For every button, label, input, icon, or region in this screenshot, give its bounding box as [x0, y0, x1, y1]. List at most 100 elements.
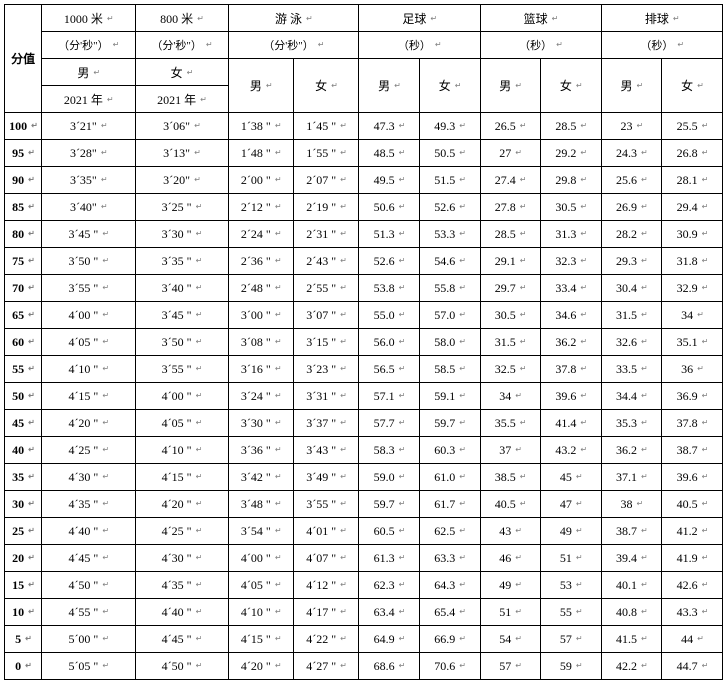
cell-bball-f: 55: [541, 599, 602, 626]
cell-swim-m: 2´24 ": [228, 221, 293, 248]
cell-bball-m: 30.5: [480, 302, 541, 329]
cell-soccer-f: 60.3: [419, 437, 480, 464]
cell-1000m: 3´45 ": [42, 221, 135, 248]
cell-swim-f: 3´23 ": [294, 356, 359, 383]
cell-soccer-m: 48.5: [359, 140, 420, 167]
cell-vball-m: 37.1: [601, 464, 662, 491]
header-swim-m: 男: [228, 59, 293, 113]
cell-swim-m: 3´54 ": [228, 518, 293, 545]
table-row: 654´00 "3´45 "3´00 "3´07 "55.057.030.534…: [5, 302, 723, 329]
cell-swim-m: 4´05 ": [228, 572, 293, 599]
cell-bball-m: 28.5: [480, 221, 541, 248]
cell-bball-f: 29.2: [541, 140, 602, 167]
cell-soccer-m: 59.7: [359, 491, 420, 518]
cell-soccer-f: 65.4: [419, 599, 480, 626]
cell-vball-f: 25.5: [662, 113, 723, 140]
cell-score: 60: [5, 329, 42, 356]
cell-800m: 4´15 ": [135, 464, 228, 491]
cell-vball-m: 40.8: [601, 599, 662, 626]
cell-swim-f: 3´55 ": [294, 491, 359, 518]
cell-bball-f: 57: [541, 626, 602, 653]
cell-vball-f: 31.8: [662, 248, 723, 275]
header-800-year: 2021 年: [135, 86, 228, 113]
table-header: 分值 1000 米 800 米 游 泳 足球 篮球 排球 （分'秒"） （分'秒…: [5, 5, 723, 113]
table-row: 753´50 "3´35 "2´36 "2´43 "52.654.629.132…: [5, 248, 723, 275]
cell-vball-m: 26.9: [601, 194, 662, 221]
table-row: 55´00 "4´45 "4´15 "4´22 "64.966.9545741.…: [5, 626, 723, 653]
cell-soccer-f: 61.7: [419, 491, 480, 518]
cell-soccer-f: 61.0: [419, 464, 480, 491]
cell-800m: 3´50 ": [135, 329, 228, 356]
cell-1000m: 3´50 ": [42, 248, 135, 275]
cell-soccer-m: 49.5: [359, 167, 420, 194]
cell-swim-m: 3´24 ": [228, 383, 293, 410]
cell-swim-m: 2´36 ": [228, 248, 293, 275]
table-row: 304´35 "4´20 "3´48 "3´55 "59.761.740.547…: [5, 491, 723, 518]
header-vball-f: 女: [662, 59, 723, 113]
scoring-table: 分值 1000 米 800 米 游 泳 足球 篮球 排球 （分'秒"） （分'秒…: [4, 4, 723, 680]
cell-soccer-f: 51.5: [419, 167, 480, 194]
cell-soccer-m: 60.5: [359, 518, 420, 545]
cell-800m: 4´00 ": [135, 383, 228, 410]
cell-soccer-f: 66.9: [419, 626, 480, 653]
cell-vball-f: 44: [662, 626, 723, 653]
cell-soccer-f: 55.8: [419, 275, 480, 302]
header-bball-f: 女: [541, 59, 602, 113]
table-row: 454´20 "4´05 "3´30 "3´37 "57.759.735.541…: [5, 410, 723, 437]
cell-800m: 4´35 ": [135, 572, 228, 599]
cell-bball-m: 49: [480, 572, 541, 599]
cell-score: 40: [5, 437, 42, 464]
cell-soccer-m: 51.3: [359, 221, 420, 248]
cell-vball-m: 40.1: [601, 572, 662, 599]
cell-1000m: 4´50 ": [42, 572, 135, 599]
cell-vball-f: 36: [662, 356, 723, 383]
cell-score: 90: [5, 167, 42, 194]
cell-swim-f: 4´17 ": [294, 599, 359, 626]
cell-swim-m: 3´36 ": [228, 437, 293, 464]
cell-vball-f: 42.6: [662, 572, 723, 599]
cell-bball-m: 37: [480, 437, 541, 464]
header-soccer-f: 女: [419, 59, 480, 113]
cell-score: 95: [5, 140, 42, 167]
cell-soccer-f: 59.7: [419, 410, 480, 437]
cell-bball-m: 40.5: [480, 491, 541, 518]
table-row: 953´28"3´13"1´48 "1´55 "48.550.52729.224…: [5, 140, 723, 167]
cell-swim-f: 3´31 ": [294, 383, 359, 410]
cell-swim-m: 2´00 ": [228, 167, 293, 194]
header-800-sub: 女: [135, 59, 228, 86]
cell-score: 35: [5, 464, 42, 491]
cell-swim-f: 2´07 ": [294, 167, 359, 194]
cell-soccer-m: 52.6: [359, 248, 420, 275]
cell-swim-m: 4´20 ": [228, 653, 293, 680]
cell-soccer-m: 57.1: [359, 383, 420, 410]
table-row: 504´15 "4´00 "3´24 "3´31 "57.159.13439.6…: [5, 383, 723, 410]
cell-vball-f: 26.8: [662, 140, 723, 167]
cell-vball-f: 44.7: [662, 653, 723, 680]
cell-score: 10: [5, 599, 42, 626]
cell-score: 55: [5, 356, 42, 383]
cell-score: 0: [5, 653, 42, 680]
header-vball-m: 男: [601, 59, 662, 113]
cell-swim-f: 3´43 ": [294, 437, 359, 464]
cell-bball-m: 31.5: [480, 329, 541, 356]
table-row: 154´50 "4´35 "4´05 "4´12 "62.364.3495340…: [5, 572, 723, 599]
header-swim-f: 女: [294, 59, 359, 113]
cell-1000m: 5´00 ": [42, 626, 135, 653]
cell-bball-m: 34: [480, 383, 541, 410]
cell-1000m: 4´10 ": [42, 356, 135, 383]
cell-800m: 3´20": [135, 167, 228, 194]
cell-soccer-m: 64.9: [359, 626, 420, 653]
cell-vball-m: 29.3: [601, 248, 662, 275]
cell-soccer-m: 58.3: [359, 437, 420, 464]
cell-1000m: 3´55 ": [42, 275, 135, 302]
cell-800m: 3´13": [135, 140, 228, 167]
cell-800m: 4´05 ": [135, 410, 228, 437]
cell-vball-m: 32.6: [601, 329, 662, 356]
cell-score: 20: [5, 545, 42, 572]
cell-bball-f: 59: [541, 653, 602, 680]
cell-800m: 3´25 ": [135, 194, 228, 221]
cell-swim-m: 1´38 ": [228, 113, 293, 140]
header-vball-title: 排球: [601, 5, 722, 32]
cell-vball-f: 41.2: [662, 518, 723, 545]
cell-score: 45: [5, 410, 42, 437]
